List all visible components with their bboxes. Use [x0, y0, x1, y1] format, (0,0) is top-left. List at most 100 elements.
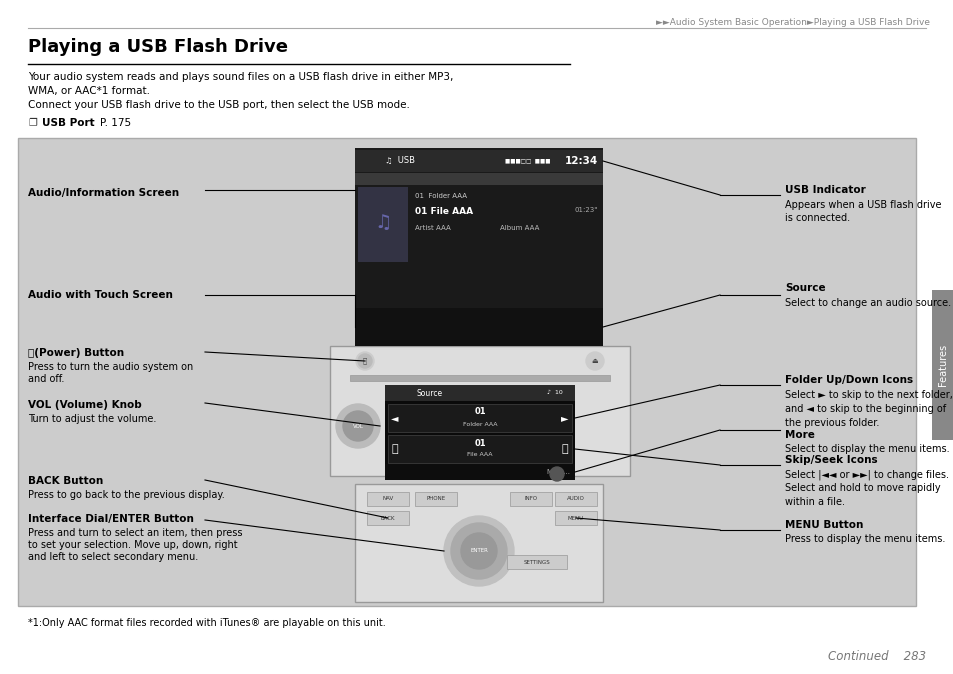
Text: Your audio system reads and plays sound files on a USB flash drive in either MP3: Your audio system reads and plays sound … [28, 72, 453, 82]
Circle shape [451, 523, 506, 579]
Text: Press to display the menu items.: Press to display the menu items. [784, 534, 944, 544]
Text: NAV: NAV [382, 497, 394, 501]
Text: Folder AAA: Folder AAA [462, 421, 497, 427]
Bar [355, 308, 602, 346]
Bar [355, 173, 602, 185]
Text: BACK Button: BACK Button [28, 476, 103, 486]
Circle shape [460, 533, 497, 569]
Bar [506, 555, 566, 569]
Circle shape [443, 516, 514, 586]
Text: the previous folder.: the previous folder. [784, 418, 879, 428]
Text: Folder Up/Down Icons: Folder Up/Down Icons [784, 375, 912, 385]
Text: *1:Only AAC format files recorded with iTunes® are playable on this unit.: *1:Only AAC format files recorded with i… [28, 618, 385, 628]
Text: and off.: and off. [28, 374, 64, 384]
Text: Select and hold to move rapidly: Select and hold to move rapidly [784, 483, 940, 493]
Text: ⏭: ⏭ [561, 444, 568, 454]
Bar [18, 138, 915, 606]
Text: Press to turn the audio system on: Press to turn the audio system on [28, 362, 193, 372]
Circle shape [585, 352, 603, 370]
Text: Audio with Touch Screen: Audio with Touch Screen [28, 290, 172, 300]
Bar [388, 435, 572, 463]
Text: MENU Button: MENU Button [784, 520, 862, 530]
Bar [330, 346, 629, 476]
Text: 01:23": 01:23" [574, 207, 598, 213]
Bar [388, 404, 572, 432]
Text: Continued    283: Continued 283 [827, 650, 925, 663]
Text: VOL (Volume) Knob: VOL (Volume) Knob [28, 400, 142, 410]
Bar [510, 492, 552, 506]
Text: USB Indicator: USB Indicator [784, 185, 864, 195]
Text: and left to select secondary menu.: and left to select secondary menu. [28, 552, 198, 562]
Text: to set your selection. Move up, down, right: to set your selection. Move up, down, ri… [28, 540, 237, 550]
Bar [555, 511, 597, 525]
Text: Skip/Seek Icons: Skip/Seek Icons [784, 455, 877, 465]
Text: File AAA: File AAA [467, 452, 493, 458]
Text: Select |◄◄ or ►►| to change files.: Select |◄◄ or ►►| to change files. [784, 469, 948, 479]
Text: 01: 01 [474, 408, 485, 417]
Text: AUDIO: AUDIO [566, 497, 584, 501]
Bar [385, 464, 575, 480]
Text: Select to change an audio source.: Select to change an audio source. [784, 298, 950, 308]
Text: WMA, or AAC*1 format.: WMA, or AAC*1 format. [28, 86, 150, 96]
Bar [355, 150, 602, 172]
Text: ■■■□□  ■■■: ■■■□□ ■■■ [504, 158, 550, 164]
Text: Playing a USB Flash Drive: Playing a USB Flash Drive [28, 38, 288, 56]
Text: ⏮: ⏮ [392, 444, 398, 454]
Text: ◄: ◄ [391, 413, 398, 423]
Text: Features: Features [937, 344, 947, 386]
Circle shape [550, 467, 563, 481]
Text: More...: More... [545, 469, 569, 475]
Circle shape [357, 354, 372, 368]
Text: 12:34: 12:34 [564, 156, 598, 166]
Text: Select ► to skip to the next folder,: Select ► to skip to the next folder, [784, 390, 952, 400]
Circle shape [343, 411, 373, 441]
Text: ENTER: ENTER [470, 549, 487, 553]
Text: Press to go back to the previous display.: Press to go back to the previous display… [28, 490, 225, 500]
Text: 01: 01 [474, 439, 485, 448]
Text: Source: Source [784, 283, 824, 293]
Bar [555, 492, 597, 506]
Text: and ◄ to skip to the beginning of: and ◄ to skip to the beginning of [784, 404, 945, 414]
Text: within a file.: within a file. [784, 497, 844, 507]
Bar [357, 187, 408, 262]
Text: Source: Source [416, 388, 442, 398]
Bar [355, 148, 602, 308]
Text: PHONE: PHONE [426, 497, 445, 501]
Text: BACK: BACK [380, 516, 395, 520]
Bar [931, 290, 953, 440]
Text: P. 175: P. 175 [100, 118, 131, 128]
Text: MENU: MENU [567, 516, 583, 520]
Text: ►►Audio System Basic Operation►Playing a USB Flash Drive: ►►Audio System Basic Operation►Playing a… [656, 18, 929, 27]
Bar [367, 492, 409, 506]
Bar [415, 492, 456, 506]
Text: ►: ► [560, 413, 568, 423]
Text: 01  Folder AAA: 01 Folder AAA [415, 193, 467, 199]
Text: ⏻: ⏻ [362, 358, 367, 365]
Text: ♫  USB: ♫ USB [385, 156, 415, 166]
Bar [385, 385, 575, 480]
Bar [385, 385, 575, 401]
Text: Artist AAA: Artist AAA [415, 225, 450, 231]
Text: ⏻(Power) Button: ⏻(Power) Button [28, 348, 124, 358]
Text: INFO: INFO [524, 497, 537, 501]
Text: Album AAA: Album AAA [499, 225, 538, 231]
Text: 01 File AAA: 01 File AAA [415, 207, 473, 216]
Text: is connected.: is connected. [784, 213, 849, 223]
Text: Press and turn to select an item, then press: Press and turn to select an item, then p… [28, 528, 242, 538]
Text: ♫: ♫ [374, 214, 392, 233]
Text: Select to display the menu items.: Select to display the menu items. [784, 444, 948, 454]
Text: ♪  10: ♪ 10 [547, 390, 562, 396]
Text: VOL: VOL [353, 423, 363, 429]
Circle shape [335, 404, 379, 448]
Text: Appears when a USB flash drive: Appears when a USB flash drive [784, 200, 941, 210]
Text: USB Port: USB Port [42, 118, 94, 128]
Text: ❐: ❐ [28, 118, 37, 128]
Text: Connect your USB flash drive to the USB port, then select the USB mode.: Connect your USB flash drive to the USB … [28, 100, 410, 110]
Text: More: More [784, 430, 814, 440]
Text: Turn to adjust the volume.: Turn to adjust the volume. [28, 414, 156, 424]
Text: Audio/Information Screen: Audio/Information Screen [28, 188, 179, 198]
Text: SETTINGS: SETTINGS [523, 559, 550, 565]
Bar [367, 511, 409, 525]
Circle shape [355, 352, 374, 370]
Text: Interface Dial/ENTER Button: Interface Dial/ENTER Button [28, 514, 193, 524]
